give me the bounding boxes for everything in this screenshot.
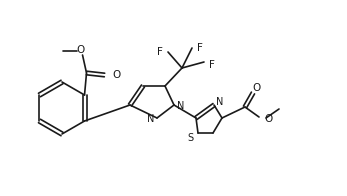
Text: N: N <box>147 114 154 124</box>
Text: F: F <box>197 43 203 53</box>
Text: O: O <box>112 70 121 80</box>
Text: O: O <box>76 45 85 55</box>
Text: S: S <box>188 133 194 143</box>
Text: N: N <box>216 97 223 107</box>
Text: F: F <box>157 47 163 57</box>
Text: F: F <box>209 60 215 70</box>
Text: N: N <box>177 101 184 111</box>
Text: O: O <box>253 83 261 93</box>
Text: O: O <box>264 114 272 124</box>
